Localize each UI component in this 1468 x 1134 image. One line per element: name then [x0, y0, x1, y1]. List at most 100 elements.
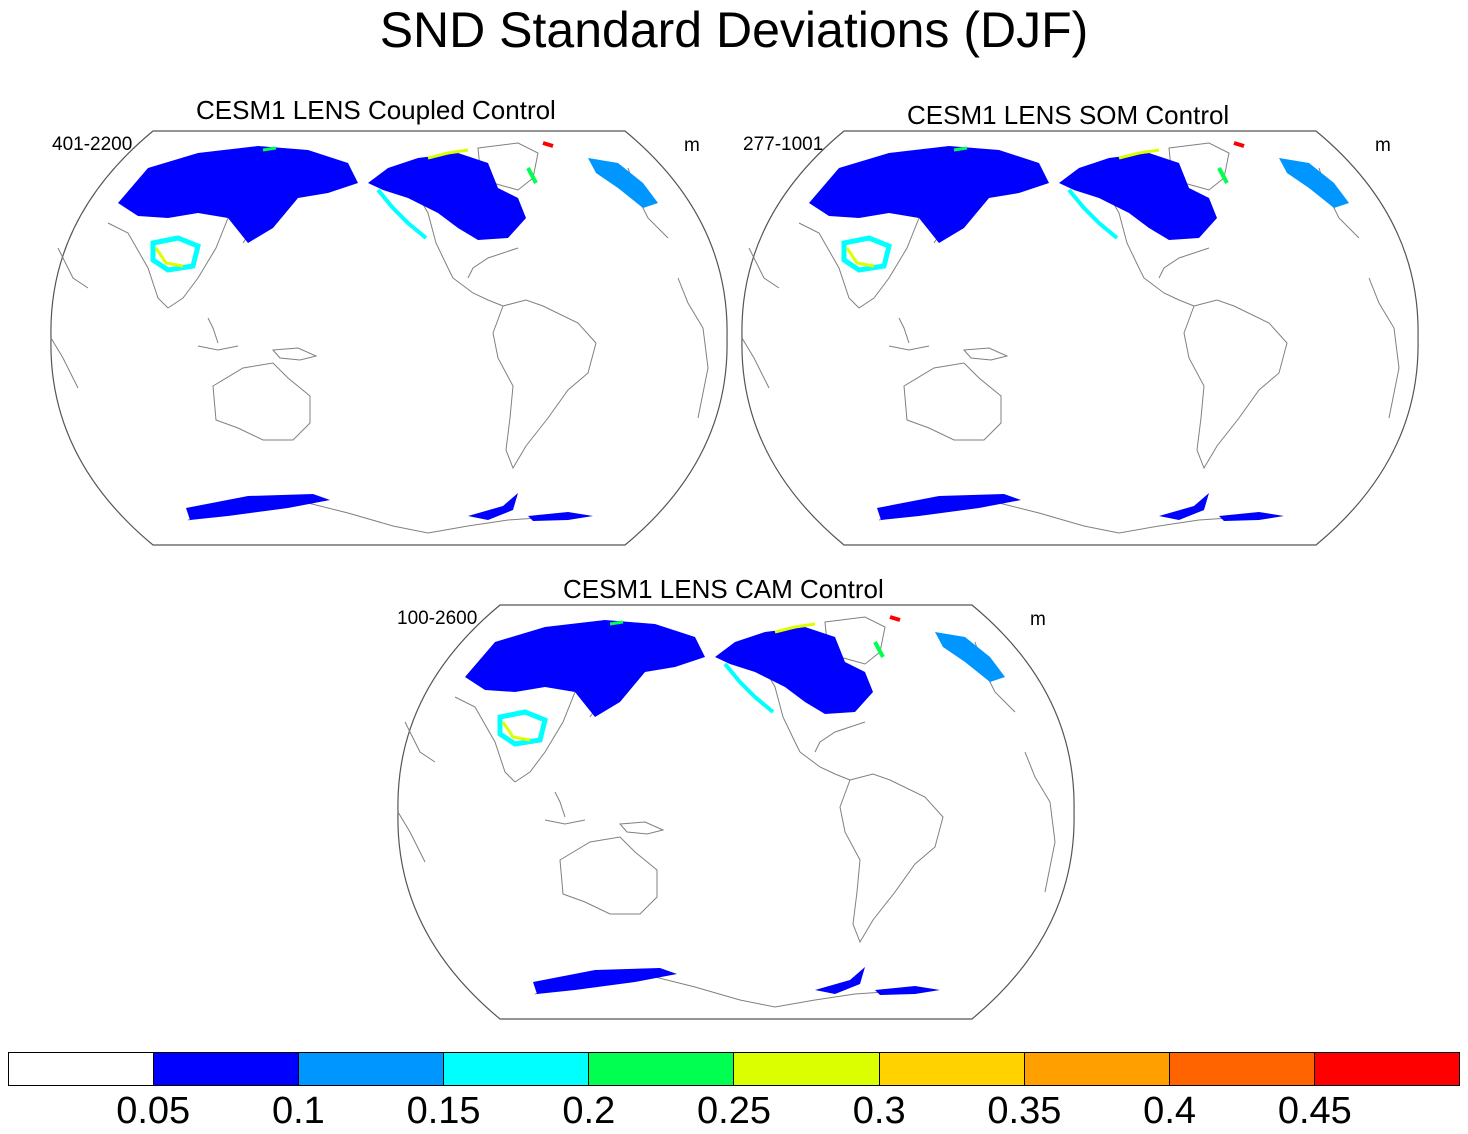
coastline: [798, 222, 860, 309]
snow-region: [533, 968, 677, 994]
world-map: [50, 130, 728, 546]
colorbar-box: [589, 1053, 735, 1085]
panel-years: 277-1001: [743, 134, 824, 155]
snow-highlight: [889, 615, 901, 622]
snow-region: [118, 146, 358, 243]
snow-shading: [465, 615, 1005, 995]
map-border: [397, 604, 1075, 1020]
colorbar-label: 0.15: [406, 1090, 481, 1132]
coastline: [467, 247, 519, 279]
coastline: [741, 337, 770, 389]
colorbar-label: 0.1: [271, 1090, 325, 1132]
snow-region: [715, 627, 873, 714]
coastline: [57, 247, 89, 289]
snow-highlight: [774, 622, 816, 634]
snow-highlight: [526, 167, 538, 184]
coastline: [677, 277, 709, 419]
snow-region: [186, 494, 330, 520]
panel-units: m: [684, 135, 700, 156]
snow-region: [1159, 493, 1209, 520]
colorbar-box: [299, 1053, 445, 1085]
snow-highlight: [1067, 188, 1119, 240]
coastline: [1183, 299, 1288, 470]
colorbar-box: [734, 1053, 880, 1085]
snow-region: [935, 632, 1005, 682]
coastline: [898, 317, 910, 344]
snow-region: [465, 620, 705, 717]
map-border: [50, 130, 728, 546]
coastline: [492, 299, 597, 470]
coastline: [197, 345, 239, 351]
colorbar-label: 0.35: [987, 1090, 1062, 1132]
snow-region: [1279, 158, 1349, 208]
coastline: [1143, 277, 1195, 307]
snow-highlight: [262, 146, 277, 152]
coastline: [748, 247, 780, 289]
panel-title: CESM1 LENS Coupled Control: [196, 95, 556, 125]
snow-region: [809, 146, 1049, 243]
snow-highlight: [542, 141, 554, 148]
colorbar-label: 0.2: [562, 1090, 616, 1132]
snow-region: [588, 158, 658, 208]
coastline: [559, 836, 658, 915]
colorbar-box: [9, 1053, 155, 1085]
snow-region: [150, 235, 201, 273]
snow-highlight: [501, 721, 531, 742]
coastline: [454, 696, 516, 783]
coastline: [888, 345, 930, 351]
snow-highlight: [1118, 148, 1160, 160]
panel-title: CESM1 LENS CAM Control: [563, 574, 884, 604]
snow-shading: [809, 141, 1349, 521]
colorbar-label: 0.25: [697, 1090, 771, 1132]
snow-region: [528, 512, 593, 521]
snow-highlight: [1217, 167, 1229, 184]
coastline: [544, 819, 586, 825]
colorbar-label: 0.45: [1277, 1090, 1352, 1132]
colorbar-box: [1169, 1053, 1315, 1085]
colorbar-label: 0.3: [852, 1090, 906, 1132]
coastline: [814, 721, 866, 753]
colorbar-box: [1024, 1053, 1170, 1085]
colorbar-box: [879, 1053, 1025, 1085]
coastline: [1368, 277, 1400, 419]
snow-region: [1059, 153, 1217, 240]
coastline: [1158, 247, 1210, 279]
snow-highlight: [427, 148, 469, 160]
panel-units: m: [1030, 609, 1046, 630]
coastline: [271, 347, 318, 361]
snow-highlight: [376, 188, 428, 240]
colorbar: [8, 1052, 1460, 1086]
snow-region: [875, 986, 940, 995]
snow-region: [497, 709, 548, 747]
coastline: [1024, 751, 1056, 893]
coastline: [452, 277, 504, 307]
coastline: [839, 773, 944, 944]
snow-shading: [118, 141, 658, 521]
world-map: [741, 130, 1419, 546]
coastline: [107, 222, 169, 309]
colorbar-box: [1314, 1053, 1459, 1085]
snow-region: [877, 494, 1021, 520]
figure-title: SND Standard Deviations (DJF): [379, 2, 1089, 58]
snow-highlight: [609, 620, 624, 626]
panel-units: m: [1375, 135, 1391, 156]
snow-region: [1219, 512, 1284, 521]
map-border: [741, 130, 1419, 546]
colorbar-box: [154, 1053, 300, 1085]
colorbar-box: [444, 1053, 590, 1085]
snow-region: [468, 493, 518, 520]
coastline: [50, 337, 79, 389]
world-map: [397, 604, 1075, 1020]
snow-highlight: [154, 247, 184, 268]
snow-highlight: [873, 641, 885, 658]
coastline: [903, 362, 1002, 441]
coastline: [397, 811, 426, 863]
snow-region: [368, 153, 526, 240]
coastline: [618, 821, 665, 835]
snow-region: [841, 235, 892, 273]
snow-region: [815, 967, 865, 994]
colorbar-label: 0.4: [1143, 1090, 1197, 1132]
coastline: [207, 317, 219, 344]
snow-highlight: [1233, 141, 1245, 148]
snow-highlight: [723, 662, 775, 714]
